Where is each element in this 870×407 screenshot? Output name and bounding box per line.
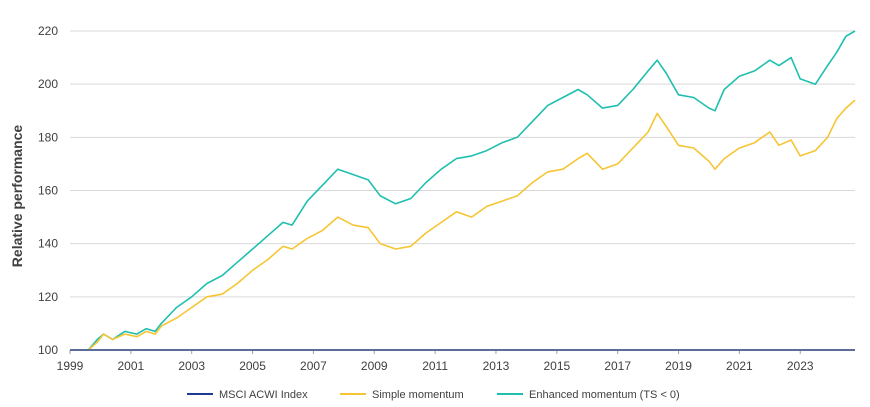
y-axis-ticks: 100 120 140 160 180 200 220	[38, 24, 58, 357]
y-axis-title: Relative performance	[9, 125, 25, 268]
y-tick-label: 180	[38, 130, 58, 144]
y-tick-label: 160	[38, 184, 58, 198]
x-tick-label: 2011	[422, 359, 448, 373]
legend-label: Enhanced momentum (TS < 0)	[529, 389, 680, 401]
x-tick-label: 2021	[726, 359, 753, 373]
x-tick-label: 2017	[604, 359, 631, 373]
x-tick-label: 2005	[239, 359, 266, 373]
series-line-simple-momentum	[70, 99, 856, 351]
gridlines	[70, 30, 855, 298]
x-tick-label: 2019	[665, 359, 692, 373]
x-tick-label: 2013	[483, 359, 510, 373]
x-axis-ticks: 1999 2001 2003 2005 2007 2009 2011 2013 2015 2017…	[57, 350, 814, 373]
legend-label: MSCI ACWI Index	[219, 389, 308, 401]
y-tick-label: 100	[38, 343, 58, 357]
legend-label: Simple momentum	[372, 389, 464, 401]
series-line-enhanced-momentum-ts-0	[70, 30, 856, 351]
x-tick-label: 1999	[57, 359, 84, 373]
y-tick-label: 120	[38, 290, 58, 304]
y-tick-label: 200	[38, 77, 58, 91]
y-tick-label: 140	[38, 237, 58, 251]
x-tick-label: 2003	[178, 359, 205, 373]
x-tick-label: 2015	[543, 359, 570, 373]
y-tick-label: 220	[38, 24, 58, 38]
x-tick-label: 2007	[300, 359, 327, 373]
x-tick-label: 2023	[787, 359, 814, 373]
x-tick-label: 2009	[361, 359, 388, 373]
legend: MSCI ACWI Index Simple momentum Enhanced m…	[187, 389, 680, 401]
x-tick-label: 2001	[118, 359, 145, 373]
